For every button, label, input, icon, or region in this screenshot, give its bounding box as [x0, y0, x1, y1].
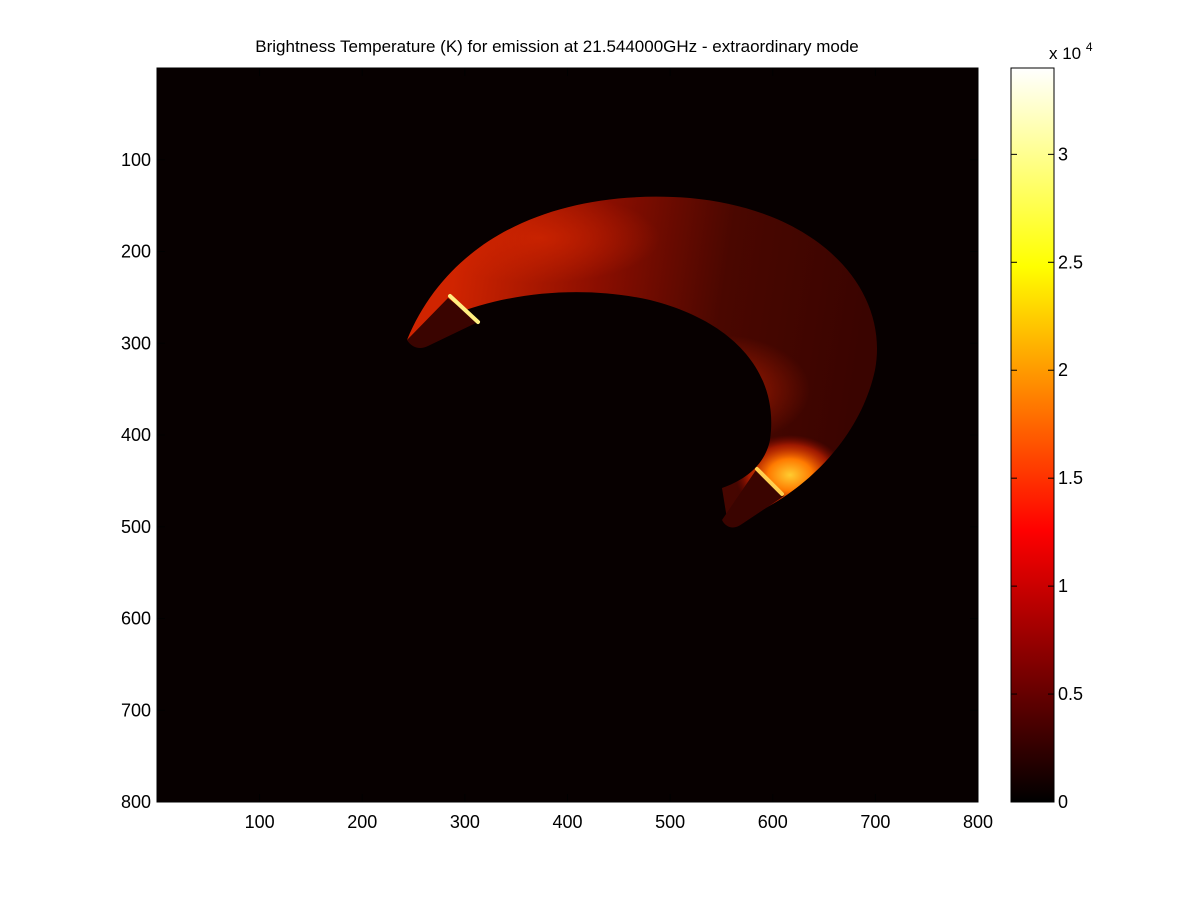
colorbar-tick-label: 0: [1058, 792, 1068, 812]
colorbar-tick-label: 3: [1058, 144, 1068, 164]
x-tick-label: 400: [552, 812, 582, 832]
upper-arc-bright-ridge: [448, 294, 480, 324]
colorbar-tick-label: 1.5: [1058, 468, 1083, 488]
colorbar-tick-label: 2: [1058, 360, 1068, 380]
chart-title: Brightness Temperature (K) for emission …: [255, 37, 858, 56]
colorbar-tick-label: 1: [1058, 576, 1068, 596]
colorbar-multiplier-exponent: 4: [1086, 40, 1093, 54]
colorbar-multiplier: x 10 4: [1049, 40, 1093, 63]
y-tick-label: 100: [121, 150, 151, 170]
y-tick-label: 200: [121, 242, 151, 262]
heatmap-image: [157, 68, 978, 802]
y-tick-label: 700: [121, 700, 151, 720]
colorbar-ticks: 0 0.5 1 1.5 2 2.5 3: [1011, 144, 1083, 812]
x-tick-label: 600: [758, 812, 788, 832]
y-tick-label: 800: [121, 792, 151, 812]
y-tick-label: 500: [121, 517, 151, 537]
x-axis: 100 200 300 400 500 600 700 800: [245, 68, 993, 832]
heatmap-background: [157, 68, 978, 802]
x-tick-label: 200: [347, 812, 377, 832]
y-tick-label: 400: [121, 425, 151, 445]
lower-arc-bright-ridge: [755, 467, 784, 496]
y-axis: 100 200 300 400 500 600 700 800: [121, 150, 978, 812]
y-tick-label: 300: [121, 333, 151, 353]
x-tick-label: 100: [245, 812, 275, 832]
lower-arc-footpoint-tail: [722, 470, 784, 528]
colorbar-multiplier-base: x 10: [1049, 44, 1081, 63]
y-tick-label: 600: [121, 609, 151, 629]
upper-arc-footpoint-tail: [407, 298, 478, 348]
x-tick-label: 300: [450, 812, 480, 832]
colorbar: 0 0.5 1 1.5 2 2.5 3 x 10 4: [1010, 40, 1093, 812]
colorbar-frame: [1010, 67, 1055, 803]
colorbar-tick-label: 2.5: [1058, 252, 1083, 272]
colorbar-tick-label: 0.5: [1058, 684, 1083, 704]
colorbar-gradient: [1011, 68, 1054, 802]
x-tick-label: 500: [655, 812, 685, 832]
x-tick-label: 700: [860, 812, 890, 832]
x-tick-label: 800: [963, 812, 993, 832]
